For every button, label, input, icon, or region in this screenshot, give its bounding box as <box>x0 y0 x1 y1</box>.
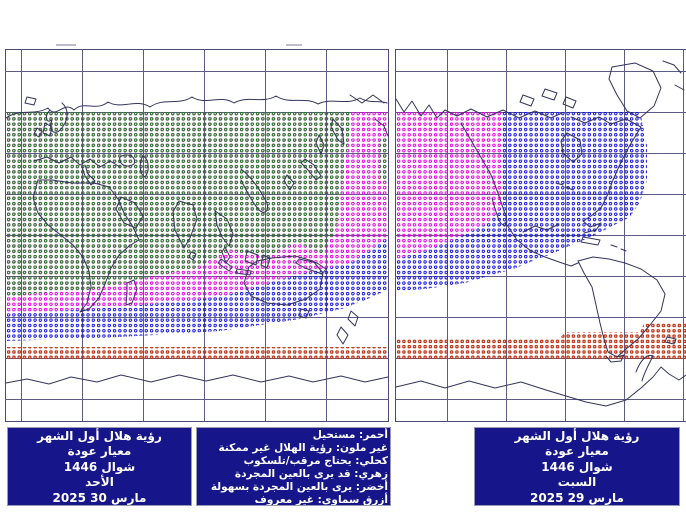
month-label: شوال 1446 <box>63 459 136 474</box>
key-uncolored: غير ملون: رؤية الهلال غير ممكنة <box>218 441 388 454</box>
criterion-label: معيار عودة <box>67 444 132 459</box>
artifact-dash <box>286 44 302 46</box>
latitude-gridline <box>5 71 389 72</box>
month-label: شوال 1446 <box>541 459 613 474</box>
date-panel-saturday: رؤية هلال أول الشهر معيار عودة شوال 1446… <box>474 427 680 506</box>
key-navy: كحلي: يحتاج مرقب/تلسكوب <box>243 454 388 467</box>
artifact-dash <box>56 44 76 46</box>
latitude-gridline <box>395 317 686 318</box>
panel-title: رؤية هلال أول الشهر <box>37 429 162 443</box>
left-map-zones <box>6 111 388 360</box>
panel-title: رؤية هلال أول الشهر <box>514 429 640 443</box>
key-red: أحمر: مستحيل <box>312 429 388 441</box>
key-green: أخضر: يرى بالعين المجردة بسهولة <box>210 480 388 493</box>
latitude-gridline <box>5 399 389 400</box>
zone-green-wrap-edge-left <box>379 137 388 183</box>
right-map-zones <box>396 111 686 360</box>
weekday-label: السبت <box>557 475 597 490</box>
latitude-gridline <box>395 276 686 277</box>
date-label: مارس 30 2025 <box>52 490 147 505</box>
coastlines-right-map <box>395 60 686 407</box>
date-label: مارس 29 2025 <box>530 490 624 505</box>
latitude-gridline <box>395 71 686 72</box>
weekday-label: الأحد <box>85 475 114 490</box>
color-key-panel: أحمر: مستحيل غير ملون: رؤية الهلال غير م… <box>196 427 391 506</box>
criterion-label: معيار عودة <box>545 444 609 459</box>
coastlines-left-map <box>5 94 389 385</box>
key-skyblue: أزرق سماوي: غير معروف <box>254 493 388 506</box>
latitude-gridline <box>395 399 686 400</box>
zone-impossible-band-left <box>6 347 388 360</box>
key-pink: زهري: قد يرى بالعين المجردة <box>234 467 388 480</box>
date-panel-sunday: رؤية هلال أول الشهر معيار عودة شوال 1446… <box>7 427 192 506</box>
